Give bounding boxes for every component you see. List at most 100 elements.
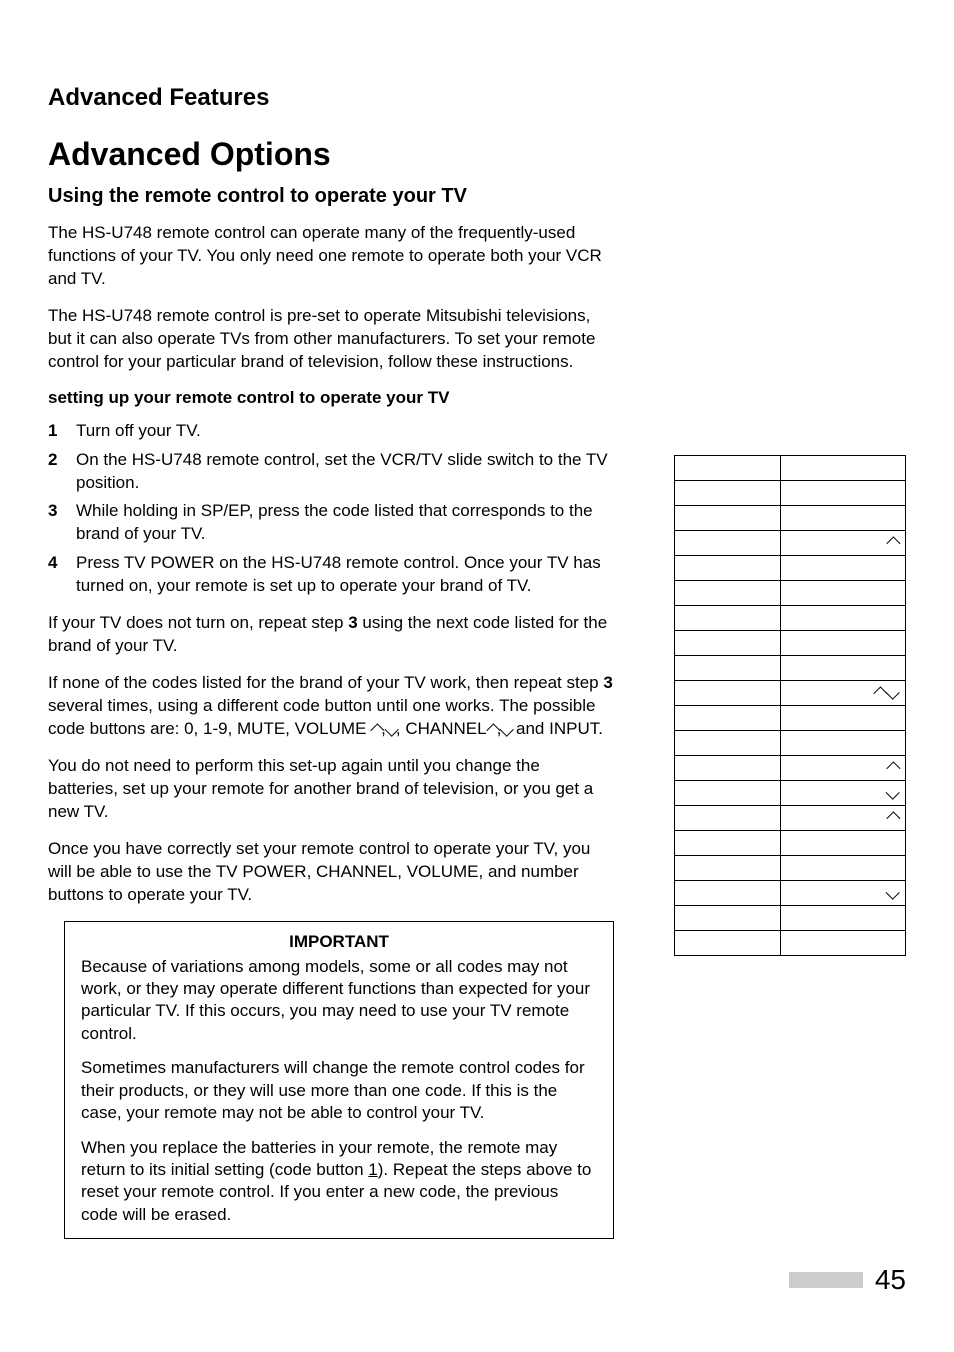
step-item: 4 Press TV POWER on the HS-U748 remote co… — [48, 552, 614, 598]
caret-down-icon — [886, 886, 900, 900]
after-steps-paragraph-3: You do not need to perform this set-up a… — [48, 755, 614, 824]
left-column: Using the remote control to operate your… — [48, 185, 614, 1239]
text-span: If none of the codes listed for the bran… — [48, 673, 603, 692]
caret-up-icon — [486, 723, 500, 737]
brand-cell — [675, 681, 781, 706]
table-row — [675, 656, 906, 681]
footer-bar — [789, 1272, 863, 1288]
brand-cell — [675, 506, 781, 531]
brand-cell — [675, 806, 781, 831]
code-cell — [781, 831, 906, 856]
table-row — [675, 806, 906, 831]
code-cell — [781, 506, 906, 531]
brand-cell — [675, 606, 781, 631]
important-box: IMPORTANT Because of variations among mo… — [64, 921, 614, 1240]
code-cell — [781, 631, 906, 656]
table-row — [675, 506, 906, 531]
brand-cell — [675, 906, 781, 931]
brand-cell — [675, 881, 781, 906]
page-number: 45 — [875, 1264, 906, 1296]
brand-cell — [675, 656, 781, 681]
code-cell — [781, 556, 906, 581]
step-item: 1 Turn off your TV. — [48, 420, 614, 443]
step-number: 1 — [48, 420, 62, 443]
page-footer: 45 — [789, 1264, 906, 1296]
table-row — [675, 531, 906, 556]
after-steps-paragraph-1: If your TV does not turn on, repeat step… — [48, 612, 614, 658]
intro-paragraph-1: The HS-U748 remote control can operate m… — [48, 222, 614, 291]
table-row — [675, 856, 906, 881]
brand-cell — [675, 831, 781, 856]
step-text: On the HS-U748 remote control, set the V… — [76, 449, 614, 495]
step-number: 3 — [48, 500, 62, 546]
brand-cell — [675, 581, 781, 606]
brand-cell — [675, 481, 781, 506]
code-cell — [781, 706, 906, 731]
text-span: , CHANNEL — [396, 719, 487, 738]
code-cell — [781, 781, 906, 806]
caret-up-icon — [886, 536, 900, 550]
step-item: 3 While holding in SP/EP, press the code … — [48, 500, 614, 546]
caret-up-icon — [886, 761, 900, 775]
page-title: Advanced Options — [48, 136, 906, 173]
step-list: 1 Turn off your TV. 2 On the HS-U748 remot… — [48, 420, 614, 599]
code-cell — [781, 881, 906, 906]
code-cell — [781, 481, 906, 506]
code-cell — [781, 856, 906, 881]
table-row — [675, 631, 906, 656]
brand-cell — [675, 631, 781, 656]
important-paragraph-3: When you replace the batteries in your r… — [81, 1137, 597, 1227]
table-row — [675, 581, 906, 606]
step-text: While holding in SP/EP, press the code l… — [76, 500, 614, 546]
text-span: and INPUT. — [511, 719, 603, 738]
table-row — [675, 781, 906, 806]
brand-cell — [675, 856, 781, 881]
table-row — [675, 456, 906, 481]
code-table — [674, 455, 906, 956]
step-text: Press TV POWER on the HS-U748 remote con… — [76, 552, 614, 598]
table-row — [675, 706, 906, 731]
table-row — [675, 481, 906, 506]
table-row — [675, 556, 906, 581]
step-number: 2 — [48, 449, 62, 495]
step-item: 2 On the HS-U748 remote control, set the … — [48, 449, 614, 495]
code-cell — [781, 531, 906, 556]
step-text: Turn off your TV. — [76, 420, 201, 443]
code-cell — [781, 456, 906, 481]
brand-cell — [675, 731, 781, 756]
right-column — [674, 185, 906, 1239]
text-span: If your TV does not turn on, repeat step — [48, 613, 348, 632]
caret-up-icon — [886, 811, 900, 825]
intro-paragraph-2: The HS-U748 remote control is pre-set to… — [48, 305, 614, 374]
table-row — [675, 731, 906, 756]
code-cell — [781, 681, 906, 706]
after-steps-paragraph-4: Once you have correctly set your remote … — [48, 838, 614, 907]
section-title: Advanced Features — [48, 84, 906, 112]
brand-cell — [675, 931, 781, 956]
table-row — [675, 931, 906, 956]
table-row — [675, 681, 906, 706]
code-cell — [781, 731, 906, 756]
code-cell — [781, 581, 906, 606]
important-title: IMPORTANT — [81, 932, 597, 952]
caret-up-icon — [370, 723, 384, 737]
caret-down-icon — [886, 786, 900, 800]
bold-step-ref: 3 — [603, 673, 612, 692]
caret-up-icon — [873, 686, 887, 700]
table-row — [675, 756, 906, 781]
code-cell — [781, 906, 906, 931]
subsection-title: Using the remote control to operate your… — [48, 185, 614, 208]
brand-cell — [675, 781, 781, 806]
step-number: 4 — [48, 552, 62, 598]
after-steps-paragraph-2: If none of the codes listed for the bran… — [48, 672, 614, 741]
bold-step-ref: 3 — [348, 613, 357, 632]
setup-heading: setting up your remote control to operat… — [48, 388, 614, 408]
brand-cell — [675, 456, 781, 481]
caret-down-icon — [886, 686, 900, 700]
code-cell — [781, 931, 906, 956]
important-paragraph-2: Sometimes manufacturers will change the … — [81, 1057, 597, 1124]
brand-cell — [675, 756, 781, 781]
code-cell — [781, 606, 906, 631]
important-paragraph-1: Because of variations among models, some… — [81, 956, 597, 1046]
code-cell — [781, 756, 906, 781]
